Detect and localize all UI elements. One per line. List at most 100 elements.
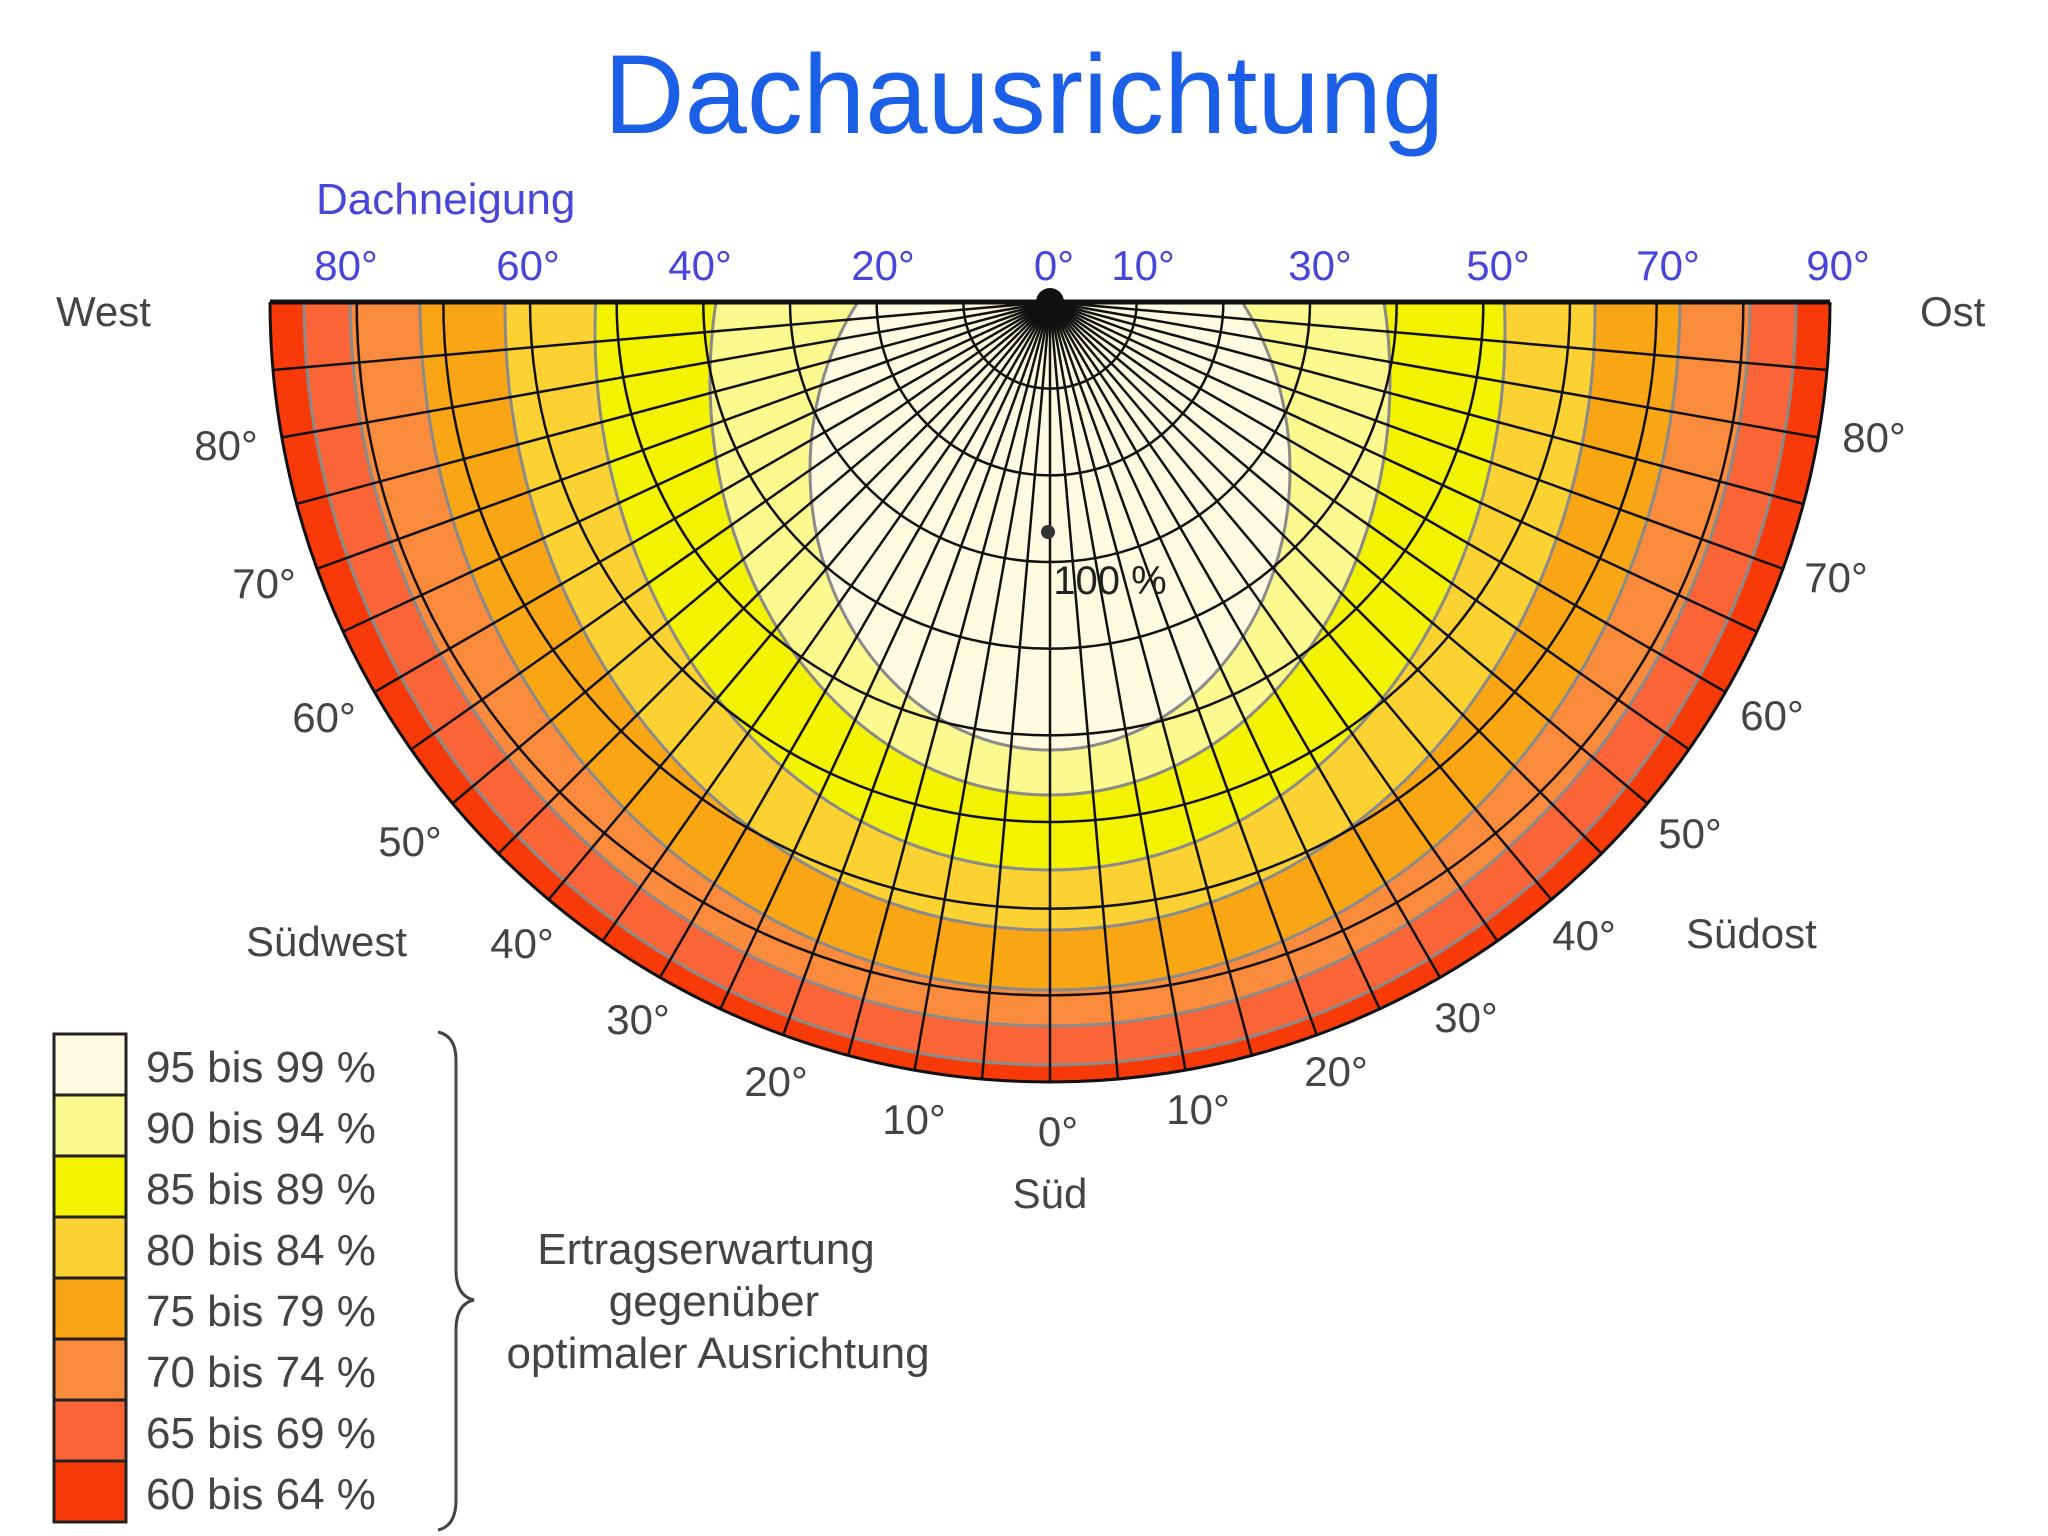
azimuth-label-left: 50° bbox=[378, 818, 442, 865]
ost-label: Ost bbox=[1920, 288, 1986, 335]
azimuth-line bbox=[1049, 302, 1830, 373]
azimuth-label-right: 30° bbox=[1434, 994, 1498, 1041]
azimuth-line bbox=[979, 302, 1052, 1082]
azimuth-label-left: 20° bbox=[744, 1058, 808, 1105]
azimuth-line bbox=[590, 302, 1052, 959]
legend-label: 75 bis 79 % bbox=[146, 1287, 376, 1336]
azimuth-line bbox=[1049, 302, 1803, 577]
optimum-point bbox=[1041, 525, 1055, 539]
legend-swatch bbox=[52, 1276, 128, 1341]
top-angle-label: 60° bbox=[496, 242, 560, 289]
azimuth-line bbox=[1048, 302, 1452, 996]
azimuth-line bbox=[1048, 302, 1191, 1082]
azimuth-label-left: 80° bbox=[194, 422, 258, 469]
top-angle-label: 30° bbox=[1288, 242, 1352, 289]
azimuth-line bbox=[393, 302, 1051, 762]
azimuth-label-right: 60° bbox=[1740, 692, 1804, 739]
azimuth-line bbox=[270, 302, 1051, 443]
azimuth-line bbox=[270, 302, 1051, 373]
sudwest-label: Südwest bbox=[246, 918, 407, 965]
hub-dot bbox=[1036, 288, 1064, 316]
azimuth-line bbox=[710, 302, 1052, 1028]
azimuth-line bbox=[276, 302, 1051, 511]
legend-label: 95 bis 99 % bbox=[146, 1043, 376, 1092]
tilt-circle bbox=[875, 302, 1225, 477]
azimuth-line bbox=[1049, 302, 1707, 762]
legend-caption-line: gegenüber bbox=[609, 1277, 819, 1326]
legend-label: 90 bis 94 % bbox=[146, 1104, 376, 1153]
sudost-label: Südost bbox=[1686, 910, 1817, 957]
azimuth-line bbox=[534, 302, 1051, 916]
center-label: 100 % bbox=[1053, 559, 1166, 603]
azimuth-line bbox=[1049, 302, 1566, 916]
azimuth-label-right: 40° bbox=[1552, 912, 1616, 959]
azimuth-line bbox=[909, 302, 1052, 1082]
azimuth-label-left: 10° bbox=[882, 1096, 946, 1143]
diagram-outline bbox=[268, 301, 1832, 1084]
west-label: West bbox=[56, 288, 151, 335]
azimuth-line bbox=[1049, 302, 1617, 869]
legend-swatch bbox=[52, 1398, 128, 1463]
legend-label: 70 bis 74 % bbox=[146, 1348, 376, 1397]
tilt-circle bbox=[355, 302, 1745, 997]
sud-label: Süd bbox=[1013, 1170, 1088, 1217]
azimuth-line bbox=[841, 302, 1052, 1076]
azimuth-label-left: 60° bbox=[292, 694, 356, 741]
azimuth-line bbox=[1048, 302, 1121, 1082]
top-angle-label: 70° bbox=[1636, 242, 1700, 289]
top-angle-label: 80° bbox=[314, 242, 378, 289]
azimuth-label-right: 10° bbox=[1166, 1086, 1230, 1133]
azimuth-line bbox=[436, 302, 1051, 818]
azimuth-line bbox=[648, 302, 1052, 996]
tilt-circle bbox=[702, 302, 1398, 650]
azimuth-line bbox=[1049, 302, 1744, 704]
tilt-circle bbox=[615, 302, 1485, 737]
azimuth-label-bottom: 0° bbox=[1038, 1108, 1078, 1155]
top-angle-label: 10° bbox=[1111, 242, 1175, 289]
legend: 95 bis 99 % 90 bis 94 % 85 bis 89 % 80 b… bbox=[52, 1030, 930, 1532]
azimuth-line bbox=[1049, 302, 1830, 443]
top-angle-label: 40° bbox=[668, 242, 732, 289]
azimuth-line bbox=[324, 302, 1051, 642]
legend-label: 60 bis 64 % bbox=[146, 1470, 376, 1519]
legend-brace bbox=[437, 1030, 475, 1532]
azimuth-line bbox=[1048, 302, 1390, 1028]
legend-caption-line: optimaler Ausrichtung bbox=[506, 1329, 929, 1378]
legend-caption-line: Ertragserwartung bbox=[537, 1225, 874, 1274]
azimuth-label-right: 70° bbox=[1804, 554, 1868, 601]
legend-label: 65 bis 69 % bbox=[146, 1409, 376, 1458]
azimuth-line bbox=[1049, 302, 1776, 642]
azimuth-label-right: 20° bbox=[1304, 1048, 1368, 1095]
top-angle-label: 90° bbox=[1806, 242, 1870, 289]
azimuth-line bbox=[356, 302, 1051, 704]
top-angle-label: 50° bbox=[1466, 242, 1530, 289]
legend-swatch bbox=[52, 1032, 128, 1097]
azimuth-label-right: 50° bbox=[1658, 810, 1722, 857]
azimuth-line bbox=[1048, 302, 1259, 1076]
azimuth-line bbox=[483, 302, 1051, 869]
angle-grid bbox=[270, 302, 1830, 1082]
legend-swatch bbox=[52, 1154, 128, 1219]
legend-swatch bbox=[52, 1215, 128, 1280]
legend-swatch bbox=[52, 1459, 128, 1524]
azimuth-label-right: 80° bbox=[1842, 414, 1906, 461]
top-angle-label: 20° bbox=[851, 242, 915, 289]
top-angle-label: 0° bbox=[1034, 242, 1074, 289]
tilt-circle bbox=[442, 302, 1658, 910]
azimuth-line bbox=[1049, 302, 1824, 511]
legend-label: 80 bis 84 % bbox=[146, 1226, 376, 1275]
legend-label: 85 bis 89 % bbox=[146, 1165, 376, 1214]
azimuth-line bbox=[297, 302, 1051, 577]
azimuth-line bbox=[1048, 302, 1510, 959]
legend-swatch bbox=[52, 1337, 128, 1402]
azimuth-label-left: 30° bbox=[606, 996, 670, 1043]
azimuth-line bbox=[1049, 302, 1664, 818]
legend-swatch bbox=[52, 1093, 128, 1158]
azimuth-label-left: 40° bbox=[490, 920, 554, 967]
azimuth-label-left: 70° bbox=[232, 560, 296, 607]
azimuth-line bbox=[775, 302, 1052, 1055]
dachneigung-label: Dachneigung bbox=[316, 175, 575, 224]
page-title: Dachausrichtung bbox=[603, 32, 1445, 157]
azimuth-line bbox=[1048, 302, 1325, 1055]
